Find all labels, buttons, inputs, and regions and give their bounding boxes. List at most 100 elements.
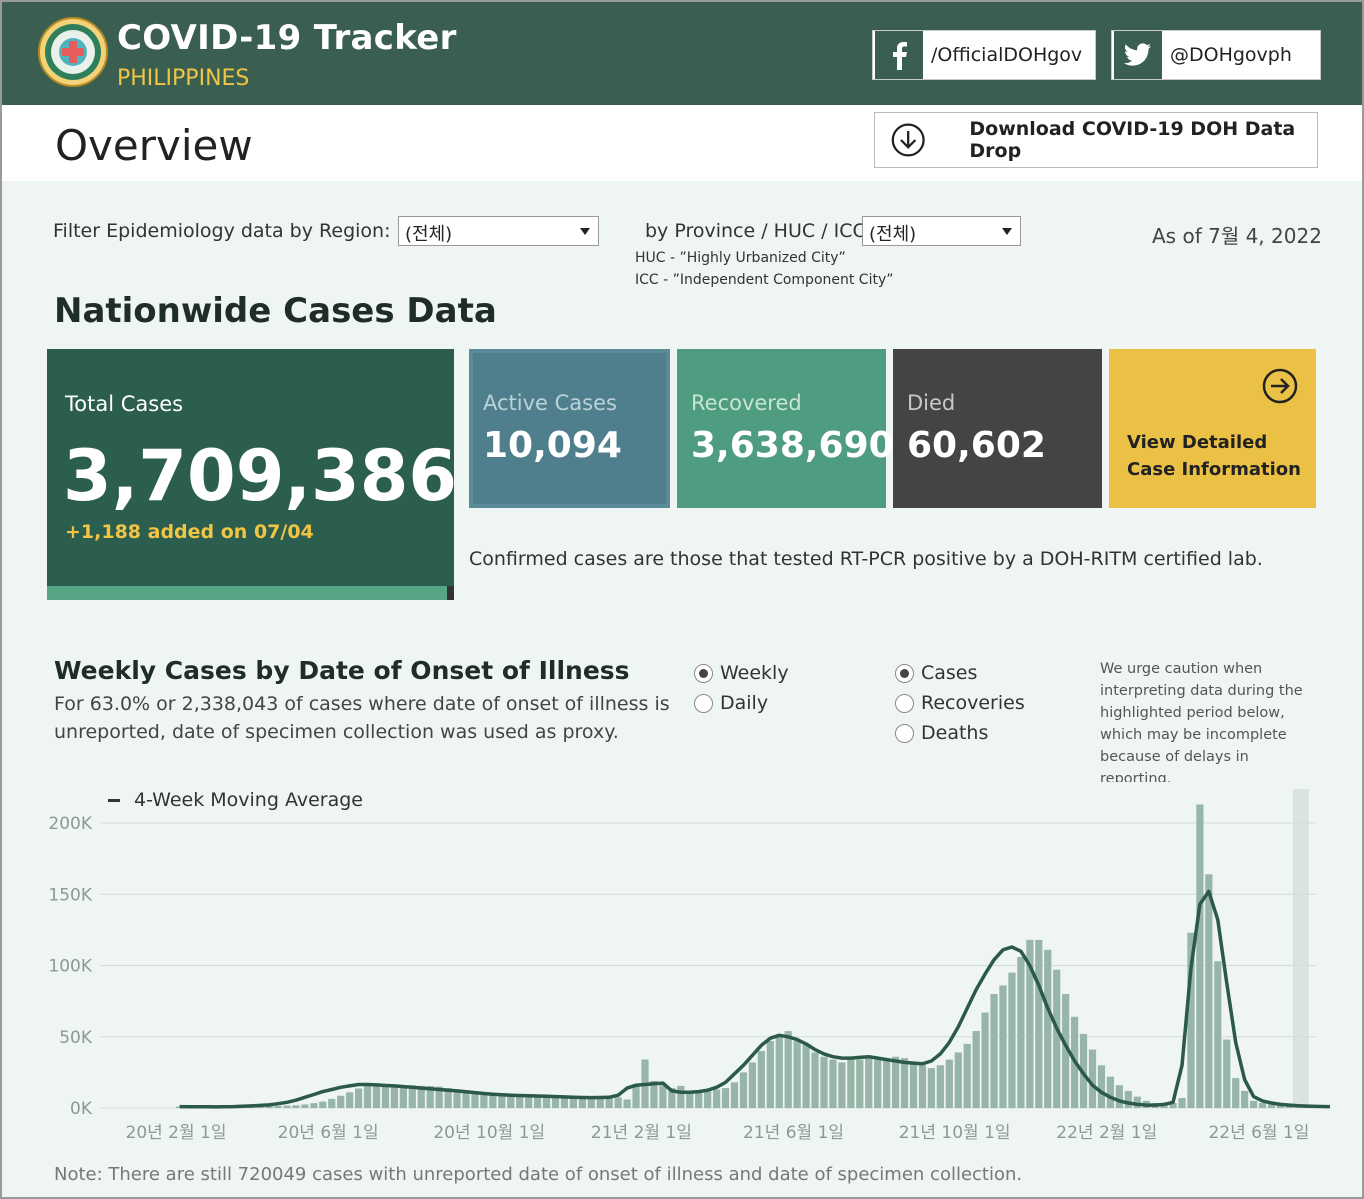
radio-weekly[interactable]: Weekly	[694, 662, 789, 684]
bar[interactable]	[587, 1097, 595, 1108]
bar[interactable]	[1223, 1039, 1231, 1108]
bar[interactable]	[1196, 804, 1204, 1108]
bar[interactable]	[1205, 874, 1213, 1108]
bar[interactable]	[686, 1092, 694, 1108]
bar[interactable]	[1008, 972, 1016, 1108]
bar[interactable]	[372, 1084, 381, 1108]
bar[interactable]	[856, 1059, 864, 1108]
bar[interactable]	[337, 1095, 345, 1108]
bar[interactable]	[945, 1059, 953, 1108]
bar[interactable]	[471, 1091, 479, 1108]
bar[interactable]	[569, 1097, 577, 1108]
bar[interactable]	[713, 1089, 721, 1108]
weekly-cases-chart[interactable]: 200K 150K 100K 50K 0K 20년 2월 1일 20년 6월 1일 20년 1…	[40, 785, 1330, 1155]
bar[interactable]	[1214, 961, 1222, 1108]
bar[interactable]	[605, 1097, 613, 1108]
bar[interactable]	[927, 1068, 935, 1108]
bar[interactable]	[1169, 1103, 1177, 1108]
bar[interactable]	[632, 1086, 640, 1108]
bar[interactable]	[480, 1092, 488, 1108]
bar[interactable]	[829, 1059, 837, 1108]
bar[interactable]	[1241, 1090, 1249, 1108]
bar[interactable]	[1106, 1076, 1114, 1108]
bar[interactable]	[1088, 1049, 1097, 1108]
radio-daily[interactable]: Daily	[694, 692, 768, 714]
bar[interactable]	[793, 1041, 801, 1108]
bar[interactable]	[999, 985, 1007, 1108]
bar[interactable]	[453, 1089, 461, 1108]
bar[interactable]	[883, 1059, 891, 1108]
bar[interactable]	[748, 1062, 756, 1108]
active-cases-card[interactable]: Active Cases 10,094	[469, 349, 670, 508]
bar[interactable]	[462, 1090, 470, 1108]
doh-seal-icon[interactable]	[38, 17, 108, 87]
bar[interactable]	[390, 1084, 398, 1108]
bar[interactable]	[730, 1082, 739, 1108]
bar[interactable]	[525, 1094, 533, 1108]
bar[interactable]	[363, 1085, 372, 1108]
bar[interactable]	[399, 1085, 407, 1108]
bar[interactable]	[1124, 1090, 1132, 1108]
bar[interactable]	[408, 1085, 416, 1108]
bar[interactable]	[918, 1065, 927, 1108]
bar[interactable]	[319, 1101, 327, 1108]
bar[interactable]	[1017, 956, 1025, 1108]
bar[interactable]	[972, 1031, 980, 1108]
bar[interactable]	[936, 1065, 944, 1108]
bar[interactable]	[1276, 1105, 1285, 1108]
bar[interactable]	[435, 1086, 443, 1108]
bar[interactable]	[954, 1052, 962, 1108]
bar[interactable]	[659, 1085, 667, 1108]
bar[interactable]	[1062, 994, 1070, 1108]
bar[interactable]	[301, 1104, 309, 1108]
bar[interactable]	[802, 1043, 810, 1108]
radio-deaths[interactable]: Deaths	[895, 722, 988, 744]
bar[interactable]	[963, 1043, 971, 1108]
bar[interactable]	[551, 1096, 560, 1108]
bar[interactable]	[265, 1106, 273, 1108]
bar[interactable]	[1267, 1104, 1276, 1108]
bar[interactable]	[542, 1096, 551, 1108]
recovered-card[interactable]: Recovered 3,638,690	[677, 349, 894, 508]
bar[interactable]	[1053, 969, 1061, 1108]
bar[interactable]	[283, 1105, 291, 1108]
radio-cases[interactable]: Cases	[895, 662, 977, 684]
bar[interactable]	[507, 1094, 515, 1108]
bar[interactable]	[274, 1105, 282, 1108]
bar[interactable]	[596, 1097, 604, 1108]
bar[interactable]	[981, 1012, 989, 1108]
bar[interactable]	[757, 1051, 765, 1108]
bar[interactable]	[838, 1062, 846, 1108]
bar[interactable]	[560, 1096, 569, 1108]
bar[interactable]	[623, 1099, 631, 1108]
bar[interactable]	[1250, 1100, 1258, 1108]
bar[interactable]	[1115, 1085, 1123, 1108]
region-select[interactable]: (전체)	[398, 216, 599, 246]
bar[interactable]	[578, 1097, 586, 1108]
bar[interactable]	[784, 1031, 792, 1108]
bar[interactable]	[498, 1094, 506, 1108]
bar[interactable]	[1097, 1065, 1106, 1108]
bar[interactable]	[1232, 1078, 1240, 1108]
facebook-link[interactable]: /OfficialDOHgov	[872, 30, 1096, 80]
bar[interactable]	[766, 1041, 774, 1108]
bar[interactable]	[292, 1105, 300, 1108]
bar[interactable]	[444, 1088, 452, 1108]
view-detailed-button[interactable]: View Detailed Case Information	[1109, 349, 1316, 508]
bar[interactable]	[355, 1088, 363, 1108]
bar[interactable]	[516, 1095, 524, 1108]
bar[interactable]	[1178, 1098, 1186, 1108]
bar[interactable]	[346, 1092, 354, 1108]
bar[interactable]	[865, 1058, 873, 1108]
bar[interactable]	[614, 1097, 622, 1108]
bar[interactable]	[1160, 1104, 1168, 1108]
bar[interactable]	[990, 994, 998, 1108]
bar[interactable]	[1133, 1096, 1141, 1108]
bar[interactable]	[1187, 932, 1195, 1108]
died-card[interactable]: Died 60,602	[893, 349, 1102, 508]
bar[interactable]	[310, 1103, 318, 1108]
bar[interactable]	[534, 1095, 542, 1108]
bar[interactable]	[668, 1088, 676, 1108]
bar[interactable]	[489, 1093, 497, 1108]
province-select[interactable]: (전체)	[862, 216, 1021, 246]
